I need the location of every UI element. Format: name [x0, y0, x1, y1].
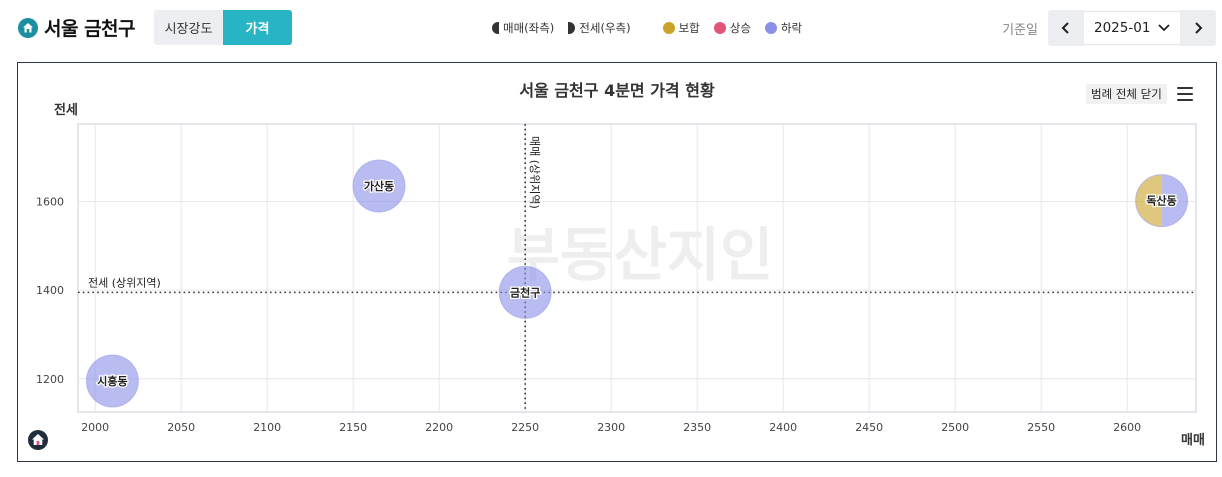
- chevron-right-icon: [1195, 22, 1203, 34]
- bubble-left-half: [86, 354, 113, 407]
- bubble-right-half: [379, 160, 405, 213]
- x-tick-label: 2250: [511, 421, 539, 434]
- bubble-left-half: [499, 266, 526, 319]
- chevron-down-icon: [1158, 24, 1170, 32]
- x-tick-label: 2350: [683, 421, 711, 434]
- x-tick-label: 2000: [81, 421, 109, 434]
- bubble-label: 독산동: [1146, 194, 1176, 208]
- top-legend: 매매(좌측) 전세(우측) 보합 상승 하락: [492, 20, 816, 36]
- legend-fall: 하락: [764, 20, 803, 36]
- x-reference-label: 매매 (상위지역): [528, 136, 541, 209]
- legend-fall-label: 하락: [780, 21, 803, 35]
- bubble-outline: [85, 354, 139, 408]
- flat-dot-icon: [662, 22, 675, 34]
- grid: [77, 123, 1197, 413]
- bubble-가산동[interactable]: 가산동: [352, 159, 406, 213]
- x-tick-label: 2100: [253, 421, 281, 434]
- x-tick-label: 2300: [597, 421, 625, 434]
- y-axis-label: 전세: [54, 102, 78, 118]
- x-axis-label: 매매: [1181, 433, 1205, 448]
- watermark: 부동산지인: [507, 223, 774, 288]
- legend-jeonse: 전세(우측): [568, 20, 631, 36]
- legend-sale-label: 매매(좌측): [503, 21, 555, 35]
- bubble-outline: [498, 265, 552, 319]
- bubble-outline: [352, 159, 406, 213]
- chart-title: 서울 금천구 4분면 가격 현황: [519, 81, 715, 100]
- date-select[interactable]: 2025-01: [1084, 11, 1180, 45]
- bubble-left-half: [353, 160, 379, 213]
- legend-rise: 상승: [713, 20, 751, 36]
- bubble-시흥동[interactable]: 시흥동: [85, 354, 139, 408]
- bubble-right-half: [112, 354, 139, 407]
- legend-jeonse-label: 전세(우측): [579, 21, 631, 35]
- left-half-circle-icon: [492, 22, 499, 34]
- tab-market-strength[interactable]: 시장강도: [154, 10, 223, 45]
- bubble-left-half: [1135, 174, 1162, 227]
- x-tick-label: 2200: [425, 421, 453, 434]
- chevron-left-icon: [1061, 22, 1069, 34]
- axis-ticks: 2000 2050 2100 2150 2200 2250 2300 2350 2400 2450…: [36, 196, 1141, 434]
- top-bar: 서울 금천구 시장강도 가격 매매(좌측) 전세(우측) 보합 상승 하락 기준…: [0, 0, 1222, 56]
- y-tick-label: 1400: [36, 284, 64, 297]
- date-control: 기준일 2025-01: [1002, 10, 1216, 46]
- x-tick-label: 2050: [167, 421, 195, 434]
- fall-dot-icon: [764, 22, 777, 34]
- view-tabs: 시장강도 가격: [154, 10, 292, 45]
- bubble-label: 시흥동: [97, 374, 127, 388]
- chart-home-icon[interactable]: [28, 430, 48, 450]
- x-tick-label: 2550: [1027, 421, 1055, 434]
- brand: 서울 금천구: [18, 14, 136, 41]
- chart-frame: [17, 62, 1217, 462]
- next-month-button[interactable]: [1180, 10, 1216, 46]
- date-label: 기준일: [1002, 22, 1038, 38]
- bubble-금천구[interactable]: 금천구: [498, 265, 552, 319]
- prev-month-button[interactable]: [1048, 10, 1084, 46]
- y-tick-label: 1200: [36, 373, 64, 386]
- legend-close-all-button[interactable]: 범례 전체 닫기: [1086, 84, 1167, 104]
- bubble-right-half: [1161, 174, 1188, 227]
- date-value: 2025-01: [1094, 20, 1151, 36]
- x-tick-label: 2450: [855, 421, 883, 434]
- bubble-label: 금천구: [510, 285, 540, 299]
- legend-rise-label: 상승: [729, 21, 751, 35]
- y-tick-label: 1600: [36, 196, 64, 209]
- menu-icon[interactable]: [1177, 87, 1193, 105]
- bubble-label: 가산동: [364, 179, 394, 193]
- x-tick-label: 2400: [769, 421, 797, 434]
- y-reference-label: 전세 (상위지역): [88, 276, 161, 289]
- x-tick-label: 2150: [339, 421, 367, 434]
- plot-border: [77, 123, 1197, 413]
- legend-flat-label: 보합: [678, 21, 700, 35]
- bubble-right-half: [525, 266, 552, 319]
- bubble-독산동[interactable]: 독산동: [1135, 174, 1189, 228]
- rise-dot-icon: [713, 22, 726, 34]
- tab-price[interactable]: 가격: [223, 10, 292, 45]
- x-tick-label: 2600: [1113, 421, 1141, 434]
- home-icon: [18, 17, 38, 38]
- page-title: 서울 금천구: [44, 18, 136, 40]
- bubble-outline: [1135, 174, 1189, 228]
- right-half-circle-icon: [568, 22, 576, 34]
- legend-sale: 매매(좌측): [492, 20, 554, 36]
- x-tick-label: 2500: [941, 421, 969, 434]
- legend-flat: 보합: [662, 20, 700, 36]
